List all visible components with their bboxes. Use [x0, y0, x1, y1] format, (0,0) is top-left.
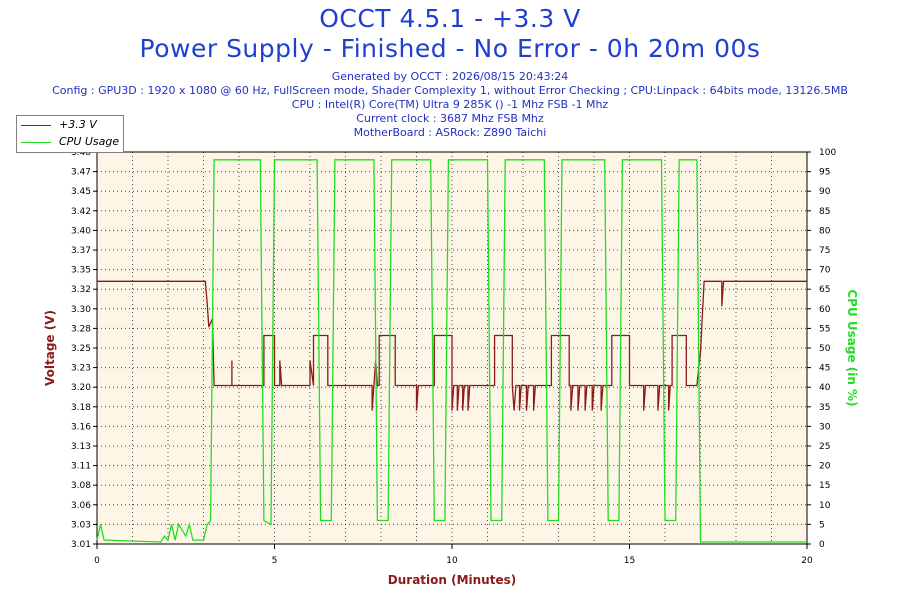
y-tick-label: 3.28 — [71, 324, 91, 334]
y2-axis-label: CPU Usage (in %) — [845, 289, 859, 406]
info-cpu: CPU : Intel(R) Core(TM) Ultra 9 285K () … — [291, 98, 609, 111]
y2-tick-label: 100 — [819, 148, 836, 158]
info-config: Config : GPU3D : 1920 x 1080 @ 60 Hz, Fu… — [52, 84, 848, 97]
y2-tick-label: 10 — [819, 501, 831, 511]
y2-tick-label: 45 — [819, 364, 830, 374]
y2-tick-label: 25 — [819, 442, 830, 452]
x-tick-label: 15 — [624, 556, 635, 566]
y-tick-label: 3.03 — [71, 520, 91, 530]
y2-tick-label: 60 — [819, 305, 831, 315]
chart-legend: +3.3 V CPU Usage — [16, 115, 124, 153]
legend-item-voltage: +3.3 V — [21, 118, 121, 134]
y2-tick-label: 50 — [819, 344, 831, 354]
y2-tick-label: 0 — [819, 540, 825, 550]
info-generated: Generated by OCCT : 2026/08/15 20:43:24 — [331, 70, 569, 83]
y-tick-label: 3.25 — [71, 344, 91, 354]
y-tick-label: 3.23 — [71, 364, 91, 374]
x-axis-label: Duration (Minutes) — [388, 573, 516, 587]
y2-tick-label: 55 — [819, 324, 830, 334]
y-axis-label: Voltage (V) — [43, 310, 57, 386]
y2-tick-label: 70 — [819, 266, 831, 276]
legend-swatch-cpu — [21, 142, 51, 143]
y-tick-label: 3.13 — [71, 442, 91, 452]
y-tick-label: 3.30 — [71, 305, 91, 315]
y-tick-label: 3.16 — [71, 422, 91, 432]
y-tick-label: 3.11 — [71, 462, 91, 472]
y2-tick-label: 30 — [819, 422, 831, 432]
y-tick-label: 3.32 — [71, 285, 91, 295]
y2-tick-label: 40 — [819, 383, 831, 393]
y-tick-label: 3.48 — [71, 148, 91, 158]
x-tick-label: 10 — [446, 556, 458, 566]
y2-tick-label: 15 — [819, 481, 830, 491]
info-motherboard: MotherBoard : ASRock: Z890 Taichi — [353, 126, 547, 139]
legend-label-cpu: CPU Usage — [59, 135, 120, 148]
y-tick-label: 3.20 — [71, 383, 91, 393]
y-tick-label: 3.01 — [71, 540, 91, 550]
legend-item-cpu: CPU Usage — [21, 135, 121, 151]
series-line-cpu — [96, 159, 807, 543]
y2-tick-label: 65 — [819, 285, 830, 295]
legend-swatch-voltage — [21, 125, 51, 126]
chart-title: OCCT 4.5.1 - +3.3 V — [319, 4, 581, 33]
y2-tick-label: 95 — [819, 168, 830, 178]
y2-tick-label: 5 — [819, 520, 825, 530]
y-tick-label: 3.42 — [71, 207, 91, 217]
x-tick-label: 5 — [272, 556, 278, 566]
y2-tick-label: 20 — [819, 462, 831, 472]
y-tick-label: 3.08 — [71, 481, 91, 491]
plot-frame — [96, 151, 808, 545]
y2-tick-label: 80 — [819, 226, 831, 236]
y2-tick-label: 90 — [819, 187, 831, 197]
y-tick-label: 3.18 — [71, 403, 91, 413]
x-tick-label: 0 — [94, 556, 100, 566]
y-tick-label: 3.45 — [71, 187, 91, 197]
y2-tick-label: 85 — [819, 207, 830, 217]
y-tick-label: 3.35 — [71, 266, 91, 276]
legend-label-voltage: +3.3 V — [59, 118, 97, 131]
y-tick-label: 3.40 — [71, 226, 91, 236]
y-tick-label: 3.37 — [71, 246, 91, 256]
y-tick-label: 3.06 — [71, 501, 91, 511]
series-line-voltage — [97, 280, 807, 411]
y-tick-label: 3.47 — [71, 168, 91, 178]
y2-tick-label: 75 — [819, 246, 830, 256]
y2-tick-label: 35 — [819, 403, 830, 413]
x-tick-label: 20 — [801, 556, 813, 566]
info-clock: Current clock : 3687 Mhz FSB Mhz — [356, 112, 544, 125]
chart-subtitle: Power Supply - Finished - No Error - 0h … — [139, 34, 761, 63]
